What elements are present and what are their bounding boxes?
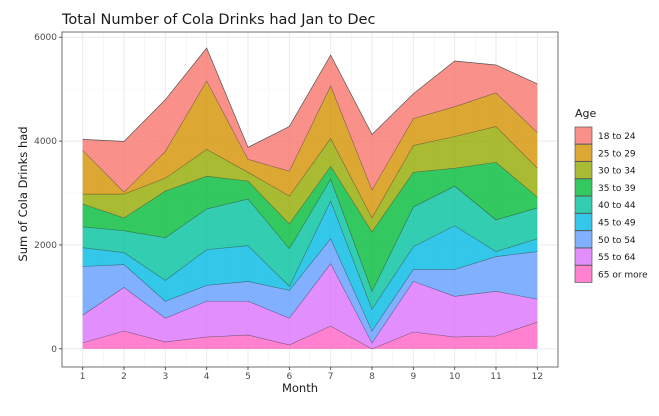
legend-label: 35 to 39	[598, 184, 636, 194]
x-tick-label: 2	[121, 372, 127, 382]
area-25-to-29	[82, 80, 538, 218]
x-axis: 1 2 3 4 5 6 7 8 9 10 11 12	[80, 367, 543, 382]
x-tick-label: 3	[162, 372, 168, 382]
legend-swatch	[574, 213, 593, 231]
legend-label: 18 to 24	[598, 132, 636, 142]
y-axis-title: Sum of Cola Drinks had	[16, 126, 30, 261]
area-30-to-34	[82, 126, 538, 232]
legend-label: 50 to 54	[598, 236, 636, 246]
x-tick-label: 1	[80, 372, 86, 382]
legend-swatch	[574, 161, 593, 179]
chart-title: Total Number of Cola Drinks had Jan to D…	[61, 12, 375, 28]
area-18-to-24	[82, 48, 538, 193]
area-65-or-more	[82, 322, 538, 349]
area-55-to-64	[82, 263, 538, 349]
area-45-to-49	[82, 200, 538, 331]
x-axis-title: Month	[282, 381, 318, 395]
legend-label: 30 to 34	[598, 167, 636, 177]
legend-swatch	[574, 230, 593, 249]
plot-panel	[61, 31, 559, 368]
panel-border	[61, 31, 559, 368]
legend-label: 65 or more	[598, 270, 648, 280]
area-35-to-39	[82, 162, 538, 292]
x-tick-label: 4	[204, 372, 210, 382]
area-40-to-44	[82, 179, 538, 310]
y-axis: 0 2000 4000 6000	[34, 33, 62, 355]
legend-swatch	[574, 126, 593, 145]
legend-swatch	[574, 247, 593, 266]
legend: Age 18 to 24 25 to 29 30 to 34 35 to 39 40 t…	[574, 107, 648, 283]
legend-swatch	[574, 143, 593, 162]
x-tick-label: 8	[369, 372, 375, 382]
area-outline-18-to-24	[82, 47, 538, 148]
legend-swatch	[574, 195, 593, 214]
x-tick-label: 5	[245, 372, 251, 382]
x-tick-label: 6	[286, 372, 292, 382]
x-tick-label: 12	[532, 372, 543, 382]
legend-title: Age	[575, 107, 597, 120]
area-layers	[82, 47, 538, 350]
area-outline-65-or-more	[82, 321, 538, 350]
y-tick-label: 0	[51, 345, 57, 355]
x-tick-label: 11	[490, 372, 501, 382]
y-tick-label: 2000	[34, 241, 57, 251]
x-tick-label: 10	[449, 372, 461, 382]
legend-label: 40 to 44	[598, 201, 636, 211]
area-50-to-54	[82, 238, 538, 343]
legend-label: 45 to 49	[598, 219, 636, 229]
x-tick-label: 9	[410, 372, 416, 382]
legend-swatch	[574, 265, 593, 283]
x-tick-label: 7	[328, 372, 334, 382]
legend-label: 25 to 29	[598, 149, 636, 159]
y-tick-label: 4000	[34, 137, 57, 147]
y-tick-label: 6000	[34, 33, 57, 43]
legend-label: 55 to 64	[598, 253, 636, 263]
legend-swatch	[574, 178, 593, 197]
